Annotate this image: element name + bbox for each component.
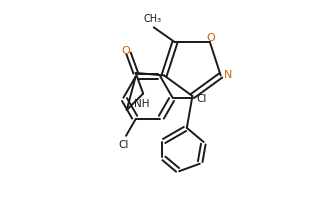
Text: CH₃: CH₃ xyxy=(143,14,162,24)
Text: Cl: Cl xyxy=(119,140,129,150)
Text: O: O xyxy=(207,32,215,42)
Text: Cl: Cl xyxy=(197,93,207,103)
Text: O: O xyxy=(121,46,130,56)
Text: NH: NH xyxy=(134,99,150,109)
Text: N: N xyxy=(224,70,232,80)
